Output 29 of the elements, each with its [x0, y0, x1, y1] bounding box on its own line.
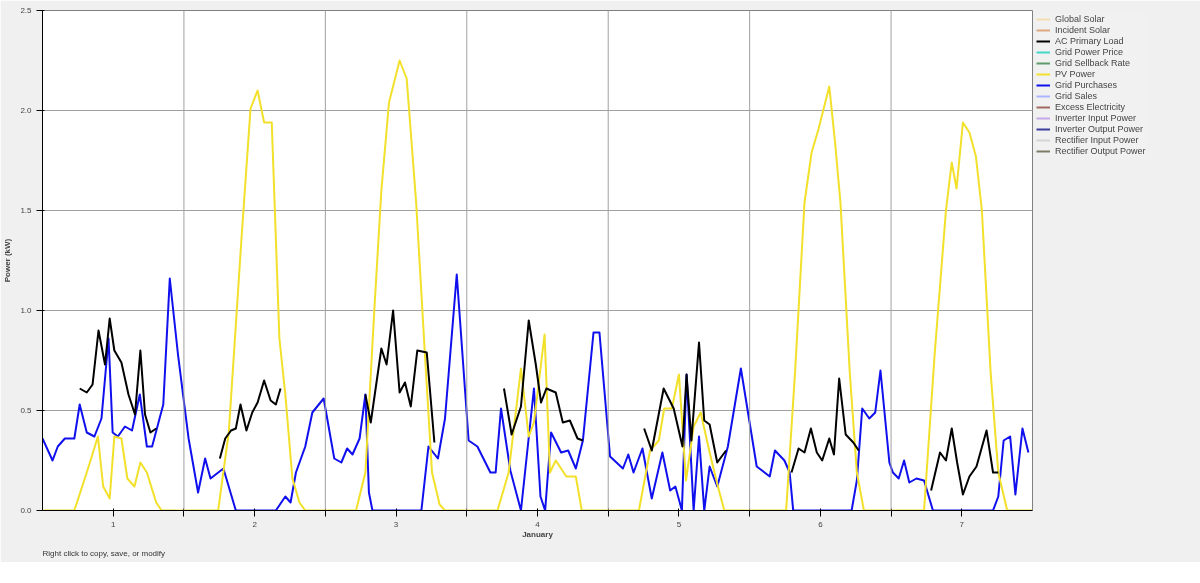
legend-label: Grid Purchases — [1055, 80, 1118, 90]
y-tick-label: 1.5 — [20, 206, 33, 215]
y-tick-label: 2.5 — [20, 6, 33, 15]
legend-label: Inverter Input Power — [1055, 113, 1137, 123]
x-tick-label: 3 — [393, 519, 399, 529]
y-tick-label: 0.5 — [20, 406, 33, 415]
legend-label: Grid Sellback Rate — [1055, 58, 1131, 68]
y-tick-label: 2.0 — [20, 106, 33, 115]
x-tick-label: 7 — [959, 519, 965, 529]
x-tick-label: 5 — [676, 519, 682, 529]
legend-label: AC Primary Load — [1055, 36, 1124, 46]
x-tick-label: 6 — [818, 519, 824, 529]
legend-label: Global Solar — [1055, 14, 1105, 24]
text: Right click to copy, save, or modify — [42, 548, 166, 558]
x-tick-label: 1 — [110, 519, 116, 529]
y-tick-label: 0.0 — [20, 506, 33, 515]
legend-label: Grid Power Price — [1055, 47, 1124, 57]
legend-label: Excess Electricity — [1055, 102, 1126, 112]
legend-label: Rectifier Input Power — [1055, 135, 1139, 145]
x-tick-label: 4 — [535, 519, 541, 529]
x-axis-title: January — [522, 529, 554, 539]
legend-label: Rectifier Output Power — [1055, 146, 1146, 156]
legend-label: Grid Sales — [1055, 91, 1098, 101]
x-tick-label: 2 — [252, 519, 258, 529]
y-axis-title: Power (kW) — [3, 238, 13, 283]
y-tick-label: 1.0 — [20, 306, 33, 315]
legend-label: PV Power — [1055, 69, 1096, 79]
legend-label: Inverter Output Power — [1055, 124, 1144, 134]
legend-label: Incident Solar — [1055, 25, 1111, 35]
